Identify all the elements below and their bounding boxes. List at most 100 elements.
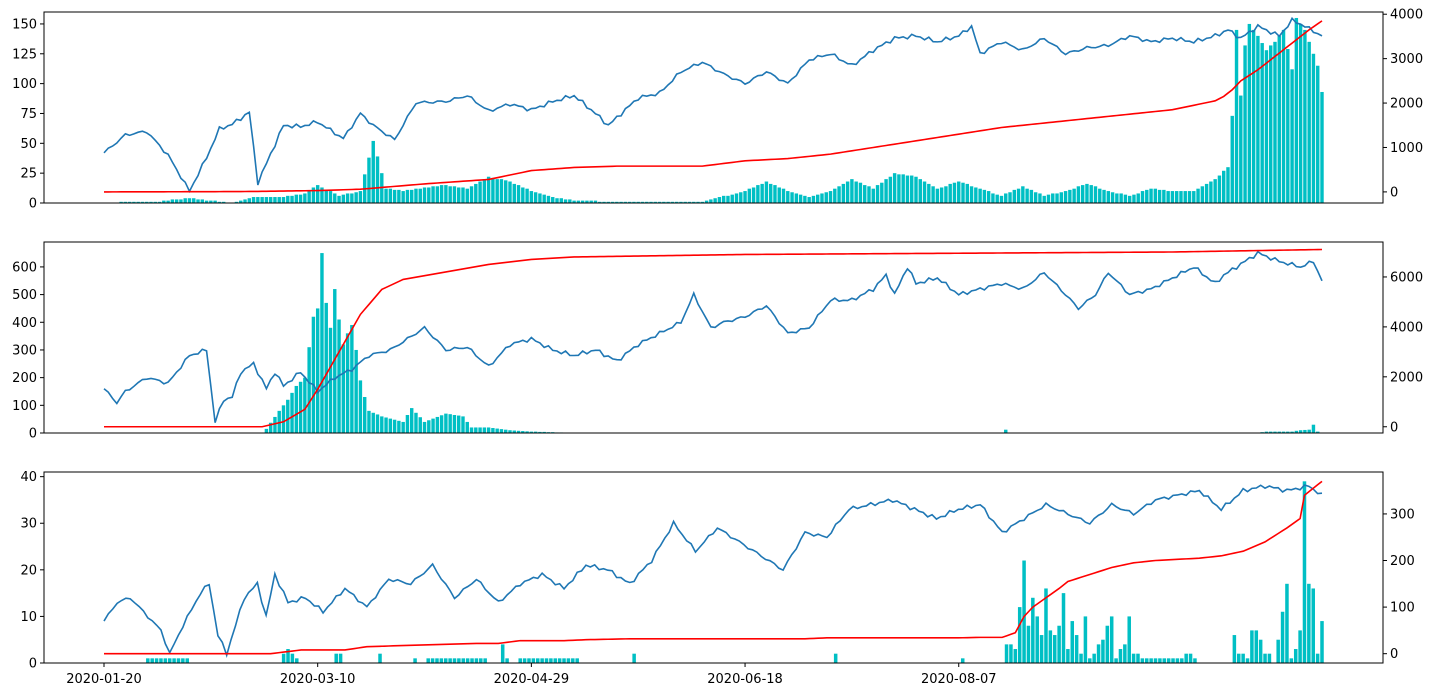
daily-bar: [265, 429, 268, 433]
daily-bar: [940, 187, 943, 203]
daily-bar: [350, 325, 353, 433]
daily-bar: [1276, 640, 1280, 663]
daily-bar: [444, 658, 448, 663]
daily-bar: [1265, 50, 1268, 203]
daily-bar: [487, 177, 490, 203]
daily-bar: [426, 658, 430, 663]
daily-bar: [295, 658, 299, 663]
daily-bar: [406, 190, 409, 203]
daily-bar: [547, 196, 550, 203]
daily-bar: [337, 196, 340, 203]
daily-bar: [816, 195, 819, 203]
y2-tick-label: 3000: [1390, 52, 1423, 67]
y-tick-label: 500: [12, 288, 37, 303]
daily-bar: [1132, 195, 1135, 203]
y2-tick-label: 0: [1390, 647, 1398, 662]
daily-bar: [782, 189, 785, 203]
daily-bar: [748, 189, 751, 203]
daily-bar: [1209, 182, 1212, 203]
daily-bar: [1072, 189, 1075, 203]
daily-bar: [726, 196, 729, 203]
daily-bar: [378, 654, 382, 663]
daily-bar: [243, 199, 246, 203]
daily-bar: [1094, 186, 1097, 203]
daily-bar: [536, 658, 540, 663]
daily-bar: [1269, 45, 1272, 203]
y-tick-label: 300: [12, 343, 37, 358]
daily-bar: [299, 382, 302, 433]
daily-bar: [1114, 658, 1118, 663]
daily-bar: [1222, 171, 1225, 203]
daily-bar: [461, 187, 464, 203]
daily-bar: [376, 156, 379, 203]
daily-bar: [474, 184, 477, 203]
daily-bar: [1107, 191, 1110, 203]
daily-bar: [508, 182, 511, 203]
daily-bar: [1248, 24, 1251, 203]
daily-bar: [1102, 190, 1105, 203]
daily-bar: [342, 344, 345, 433]
daily-bar: [192, 198, 195, 203]
y-tick-label: 0: [29, 657, 37, 672]
daily-bar: [1213, 179, 1216, 203]
daily-bar: [1290, 69, 1293, 203]
y-tick-label: 600: [12, 260, 37, 275]
daily-bar: [1124, 195, 1127, 203]
daily-bar: [307, 191, 310, 203]
daily-bar: [1256, 36, 1259, 203]
daily-bar: [1154, 189, 1157, 203]
daily-bar: [1294, 649, 1298, 663]
daily-bar: [282, 405, 285, 433]
daily-bar: [1252, 30, 1255, 203]
daily-bar: [1098, 189, 1101, 203]
daily-bar: [367, 158, 370, 203]
daily-bar: [483, 427, 486, 433]
daily-bar: [185, 658, 189, 663]
daily-bar: [1009, 644, 1013, 663]
daily-bar: [854, 182, 857, 203]
daily-bar: [1017, 189, 1020, 203]
daily-bar: [1092, 654, 1096, 663]
daily-bar: [466, 422, 469, 433]
daily-bar: [1085, 184, 1088, 203]
daily-bar: [1295, 18, 1298, 203]
daily-bar: [558, 658, 562, 663]
daily-bar: [406, 415, 409, 433]
daily-bar: [983, 190, 986, 203]
daily-bar: [346, 333, 349, 433]
daily-bar: [1290, 658, 1294, 663]
daily-bar: [991, 193, 994, 203]
daily-bar: [837, 186, 840, 203]
daily-bar: [1255, 630, 1259, 663]
daily-bar: [1128, 196, 1131, 203]
daily-bar: [1137, 193, 1140, 203]
daily-bar: [334, 654, 338, 663]
daily-bar: [1021, 186, 1024, 203]
daily-bar: [504, 180, 507, 203]
daily-bar: [367, 411, 370, 433]
daily-bar: [713, 198, 716, 203]
daily-bar: [1205, 184, 1208, 203]
daily-bar: [1273, 42, 1276, 203]
daily-bar: [834, 654, 838, 663]
y2-tick-label: 100: [1390, 601, 1415, 616]
daily-bar: [1175, 191, 1178, 203]
daily-bar: [1119, 649, 1123, 663]
daily-bar: [1241, 654, 1245, 663]
daily-bar: [1312, 54, 1315, 203]
daily-bar: [410, 190, 413, 203]
daily-bar: [457, 658, 461, 663]
daily-bar: [389, 189, 392, 203]
daily-bar: [1141, 191, 1144, 203]
daily-bar: [470, 658, 474, 663]
daily-bar: [470, 186, 473, 203]
daily-bar: [479, 658, 483, 663]
daily-bar: [1282, 30, 1285, 203]
daily-bar: [354, 192, 357, 203]
daily-bar: [722, 196, 725, 203]
daily-bar: [431, 186, 434, 203]
daily-bar: [1239, 96, 1242, 203]
daily-bar: [384, 418, 387, 434]
daily-bar: [538, 193, 541, 203]
